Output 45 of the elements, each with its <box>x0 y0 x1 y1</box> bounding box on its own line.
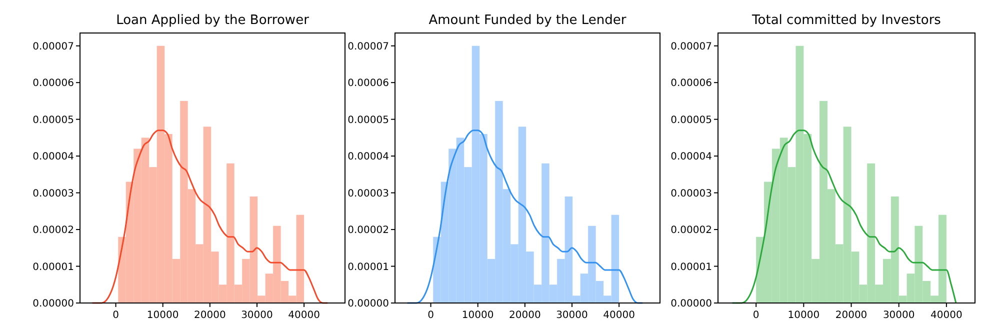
x-tick-label: 20000 <box>835 310 868 321</box>
x-tick-label: 0 <box>752 310 760 321</box>
x-tick-label: 20000 <box>194 310 226 321</box>
y-tick-label: 0.00001 <box>32 262 74 273</box>
y-tick-label: 0.00007 <box>670 41 712 52</box>
y-tick-label: 0.00003 <box>32 188 74 200</box>
y-tick-label: 0.00005 <box>670 114 712 126</box>
x-tick-label: 40000 <box>288 310 320 321</box>
y-tick-label: 0.00005 <box>32 114 74 126</box>
y-tick-label: 0.00000 <box>32 298 74 310</box>
y-tick-label: 0.00002 <box>348 225 389 236</box>
chart-title: Total committed by Investors <box>751 13 942 28</box>
y-tick-label: 0.00006 <box>670 78 712 90</box>
line-series <box>732 130 957 304</box>
y-tick-label: 0.00004 <box>670 152 712 163</box>
x-tick-label: 30000 <box>241 310 273 321</box>
y-tick-label: 0.00004 <box>348 152 389 163</box>
chart-title: Loan Applied by the Borrower <box>116 13 310 28</box>
y-tick-label: 0.00007 <box>348 41 389 52</box>
y-tick-label: 0.00002 <box>32 225 74 236</box>
y-tick-label: 0.00004 <box>32 152 74 163</box>
x-tick-label: 40000 <box>603 310 635 321</box>
y-tick-label: 0.00001 <box>348 262 389 273</box>
chart-title: Amount Funded by the Lender <box>428 13 627 28</box>
y-tick-label: 0.00007 <box>32 41 74 52</box>
x-tick-label: 20000 <box>509 310 541 321</box>
x-tick-label: 40000 <box>930 310 962 321</box>
x-tick-label: 30000 <box>556 310 588 321</box>
y-tick-label: 0.00001 <box>670 262 712 273</box>
y-tick-label: 0.00006 <box>348 78 389 90</box>
y-tick-label: 0.00003 <box>348 188 389 200</box>
line-series <box>406 130 644 304</box>
y-tick-label: 0.00006 <box>32 78 74 90</box>
x-tick-label: 10000 <box>146 310 179 321</box>
x-tick-label: 0 <box>112 310 119 321</box>
y-tick-label: 0.00005 <box>348 114 389 126</box>
line-series <box>91 130 328 304</box>
x-tick-label: 10000 <box>788 310 820 321</box>
y-tick-label: 0.00003 <box>670 188 712 200</box>
y-tick-label: 0.00000 <box>348 298 389 310</box>
y-tick-label: 0.00002 <box>670 225 712 236</box>
x-tick-label: 30000 <box>882 310 915 321</box>
x-tick-label: 10000 <box>462 310 494 321</box>
y-tick-label: 0.00000 <box>670 298 712 310</box>
x-tick-label: 0 <box>428 310 434 321</box>
